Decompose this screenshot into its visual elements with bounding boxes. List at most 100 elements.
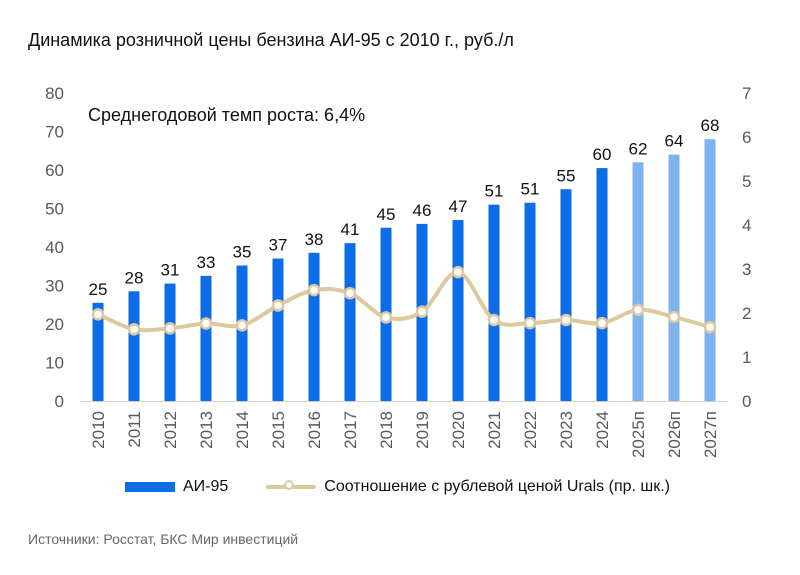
ratio-point [631, 303, 645, 317]
bar [308, 252, 320, 401]
legend-item-ai95: АИ-95 [125, 478, 228, 496]
bar-data-label: 33 [197, 253, 216, 272]
y-right-tick-label: 4 [742, 216, 751, 235]
ratio-point [379, 311, 393, 324]
ratio-point [703, 320, 717, 334]
x-tick-label: 2024 [593, 411, 612, 449]
bar-data-label: 28 [125, 268, 144, 287]
y-right-tick-label: 2 [742, 304, 751, 323]
bar [560, 189, 572, 401]
ratio-point [559, 313, 573, 327]
legend: АИ-95 Соотношение с рублевой ценой Urals… [125, 478, 670, 496]
y-right-tick-label: 3 [742, 260, 751, 279]
legend-marker-icon [284, 480, 295, 490]
bar-data-label: 60 [593, 145, 612, 164]
x-tick-label: 2020 [449, 411, 468, 449]
ratio-point [523, 316, 537, 330]
bar-data-label: 62 [629, 139, 648, 158]
legend-label-ai95: АИ-95 [183, 478, 229, 495]
chart-title: Динамика розничной цены бензина АИ-95 с … [28, 30, 514, 50]
legend-item-ratio: Соотношение с рублевой ценой Urals (пр. … [266, 478, 670, 496]
y-left-tick-label: 40 [45, 238, 64, 257]
bar-data-label: 45 [377, 205, 396, 224]
bar [596, 168, 608, 401]
y-right-tick-label: 5 [742, 172, 751, 191]
bar-data-label: 55 [557, 166, 576, 185]
bar-data-label: 51 [521, 180, 540, 199]
bar-data-label: 25 [89, 280, 108, 299]
ratio-point [127, 323, 141, 336]
bar-data-label: 46 [413, 201, 432, 220]
bar [632, 162, 644, 401]
ratio-point [451, 265, 465, 279]
bar-data-label: 47 [449, 197, 468, 216]
x-tick-label: 2013 [197, 411, 216, 449]
bar [704, 139, 716, 401]
x-tick-label: 2025п [629, 411, 648, 458]
x-tick-label: 2011 [125, 411, 144, 448]
y-left-tick-label: 30 [45, 277, 64, 296]
bar [344, 243, 356, 401]
source-note: Источники: Росстат, БКС Мир инвестиций [28, 531, 299, 547]
x-tick-label: 2021 [485, 411, 504, 449]
x-tick-label: 2027п [701, 411, 720, 458]
y-left-tick-label: 10 [45, 354, 64, 373]
y-left-tick-label: 20 [45, 315, 64, 334]
ratio-point [307, 283, 321, 297]
x-tick-label: 2016 [305, 411, 324, 449]
x-tick-label: 2019 [413, 411, 432, 449]
bar-data-label: 68 [701, 116, 720, 135]
y-right-tick-label: 6 [742, 128, 751, 147]
legend-line-swatch [266, 480, 317, 490]
legend-bar-swatch [125, 482, 175, 492]
x-tick-label: 2012 [161, 411, 180, 449]
ratio-point [271, 299, 285, 312]
growth-rate-annotation: Среднегодовой темп роста: 6,4% [88, 105, 365, 125]
y-right-tick-label: 0 [742, 392, 751, 411]
bar [92, 302, 104, 401]
bar [524, 202, 536, 401]
ratio-point [595, 316, 609, 330]
x-tick-label: 2017 [341, 411, 360, 449]
ratio-line [96, 270, 712, 333]
bar-data-label: 37 [269, 236, 288, 255]
bar-data-label: 64 [665, 132, 684, 151]
bar [200, 275, 212, 401]
bar [236, 265, 248, 401]
ratio-point [667, 310, 681, 324]
x-tick-label: 2010 [89, 411, 108, 449]
y-left-tick-label: 70 [45, 123, 64, 142]
x-tick-label: 2014 [233, 411, 252, 449]
bar [452, 220, 464, 401]
bar [272, 258, 284, 401]
bar-data-label: 35 [233, 242, 252, 261]
y-left-tick-label: 50 [45, 200, 64, 219]
y-left-tick-label: 60 [45, 161, 64, 180]
ratio-point [343, 286, 357, 300]
y-left-tick-label: 80 [45, 84, 64, 103]
bar [128, 291, 140, 401]
ratio-point [415, 305, 429, 318]
x-tick-label: 2015 [269, 411, 288, 449]
y-right-tick-label: 7 [742, 84, 751, 103]
x-tick-label: 2023 [557, 411, 576, 449]
bar [668, 154, 680, 401]
bar [488, 204, 500, 401]
bar-data-label: 51 [485, 182, 504, 201]
x-tick-label: 2026п [665, 411, 684, 458]
ratio-point [487, 313, 501, 327]
ratio-point [163, 322, 177, 335]
bar-data-label: 38 [305, 230, 324, 249]
bar-data-label: 31 [161, 261, 180, 280]
ratio-point [199, 317, 213, 330]
bar-data-label: 41 [341, 220, 360, 239]
bar [164, 283, 176, 401]
y-right-tick-label: 1 [742, 348, 751, 367]
x-tick-label: 2022 [521, 411, 540, 449]
x-tick-label: 2018 [377, 411, 396, 449]
y-left-tick-label: 0 [55, 392, 64, 411]
ratio-point [235, 319, 249, 332]
ratio-point [91, 308, 105, 321]
legend-label-ratio: Соотношение с рублевой ценой Urals (пр. … [324, 478, 671, 495]
